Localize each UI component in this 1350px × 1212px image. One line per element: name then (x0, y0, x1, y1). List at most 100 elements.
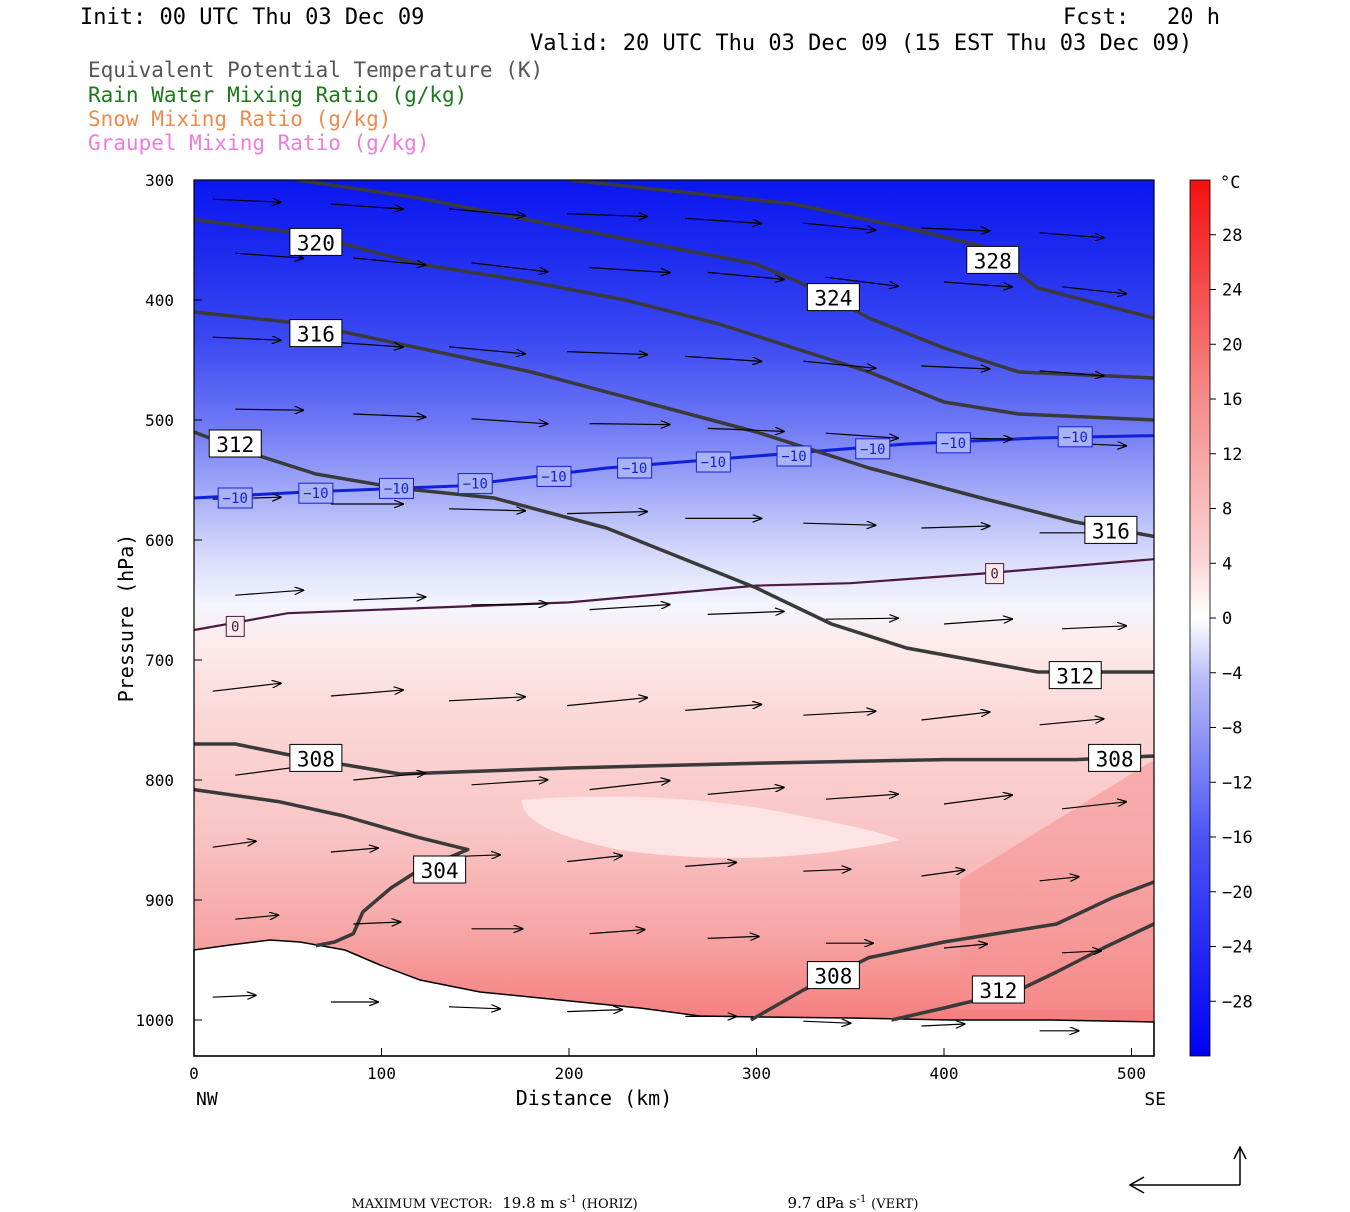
wind-vector (707, 936, 759, 938)
isotherm-label-box (217, 487, 253, 509)
wind-vector (212, 683, 281, 692)
wind-vector (921, 526, 990, 528)
forecast-label: Fcst: (1063, 5, 1130, 30)
theta-e-label: 324 (814, 287, 852, 311)
wind-vector (921, 366, 990, 369)
theta-e-label: 312 (979, 979, 1017, 1003)
wind-vector (921, 870, 965, 877)
wind-vector (567, 856, 622, 863)
y-tick-label: 600 (145, 531, 174, 550)
wind-vector (567, 698, 647, 707)
wind-vector (825, 276, 898, 286)
wind-vector (448, 697, 525, 702)
colorbar-tick-label: 16 (1222, 390, 1242, 410)
isotherm-label: −10 (384, 481, 409, 497)
wind-vector (1039, 877, 1079, 881)
colorbar-tick-label: 0 (1222, 609, 1232, 629)
wind-vector (589, 267, 670, 273)
isotherm-label: −10 (701, 455, 726, 471)
wind-vector (1039, 232, 1104, 238)
wind-vector (589, 781, 670, 791)
theta-e-label: 328 (974, 249, 1012, 273)
theta-e-label: 308 (1096, 747, 1134, 771)
isotherm-label-box (985, 563, 1005, 585)
wind-vector (212, 337, 281, 340)
theta-e-label: 312 (1056, 665, 1094, 689)
wind-vector (330, 341, 403, 347)
wind-vector (448, 509, 525, 511)
isotherm-label-box (935, 432, 971, 454)
theta-e-contour (194, 430, 1154, 674)
wind-vector (1062, 286, 1126, 294)
wind-vector (1039, 370, 1104, 376)
horizontal-max: 19.8 m s (502, 1194, 568, 1212)
colorbar-tick-label: −12 (1222, 773, 1253, 793)
theta-e-contour (750, 880, 1154, 1022)
wind-vector (235, 409, 303, 410)
theta-e-label: 308 (814, 965, 852, 989)
wind-vector (921, 1024, 965, 1026)
wind-vector (589, 605, 670, 611)
colorbar-tick-label: 4 (1222, 554, 1232, 574)
colorbar-tick-label: −16 (1222, 828, 1253, 848)
isotherm-label-box (379, 477, 414, 499)
wind-vector (1062, 802, 1126, 810)
colorbar-tick-label: −8 (1222, 719, 1242, 739)
wind-vector (943, 281, 1012, 287)
max-vector-key-arrows (1128, 1145, 1247, 1194)
theta-e-label-box (971, 975, 1025, 1004)
wind-vector (803, 222, 875, 230)
wind-vector (825, 794, 898, 800)
x-tick-label: 400 (930, 1064, 959, 1083)
wind-vector (471, 780, 548, 786)
section-start-label: NW (196, 1089, 218, 1110)
y-tick-label: 500 (145, 411, 174, 430)
theta-e-label: 320 (297, 231, 335, 255)
wind-vector (943, 619, 1012, 625)
y-tick-label: 300 (145, 171, 174, 190)
colorbar-tick-label: 12 (1222, 445, 1242, 465)
theta-e-label: 316 (1092, 519, 1130, 543)
isotherm-label: −10 (223, 491, 248, 507)
wind-vector (921, 712, 990, 721)
wind-vector (589, 930, 645, 934)
x-tick-label: 300 (742, 1064, 771, 1083)
wind-vector (803, 1021, 850, 1023)
max-vertical-readout: 9.7 dPa s-1 (VERT) (778, 1176, 919, 1212)
x-tick-label: 100 (367, 1064, 396, 1083)
theta-e-label-box (1084, 515, 1138, 544)
vertical-max: 9.7 dPa s (787, 1194, 857, 1212)
wind-vector (685, 862, 736, 866)
wind-vector (943, 795, 1012, 805)
wind-vector (448, 1007, 500, 1009)
forecast-hour: 20 h (1167, 5, 1220, 30)
field-label-graupel: Graupel Mixing Ratio (g/kg) (88, 131, 430, 155)
y-tick-label: 700 (145, 651, 174, 670)
isotherm-label: 0 (231, 619, 239, 635)
wind-vector (707, 611, 784, 614)
isotherm-label: −10 (941, 436, 966, 452)
field-label-rain: Rain Water Mixing Ratio (g/kg) (88, 83, 468, 107)
isotherm-label-box (776, 445, 812, 467)
isotherm-label-box (617, 457, 653, 479)
theta-e-label: 308 (297, 747, 335, 771)
theta-e-label-box (208, 429, 262, 458)
wind-vector (471, 262, 548, 272)
horizontal-tag: (HORIZ) (581, 1197, 638, 1212)
wind-vector (685, 355, 761, 361)
wind-vector (685, 704, 761, 711)
wind-vector (330, 848, 378, 852)
isotherm-label-box (855, 438, 891, 460)
wind-vector (1062, 951, 1101, 953)
wind-vector (353, 922, 400, 924)
colorbar-tick-label: 24 (1222, 281, 1242, 301)
x-tick-label: 200 (555, 1064, 584, 1083)
wind-vector (353, 257, 425, 265)
wind-vector (330, 203, 403, 209)
vertical-tag: (VERT) (871, 1197, 919, 1212)
wind-vector (235, 252, 303, 258)
theta-e-contour (568, 180, 1154, 320)
wind-vector (235, 915, 278, 919)
y-tick-label: 1000 (135, 1011, 174, 1030)
isotherm-label: −10 (1063, 430, 1088, 446)
